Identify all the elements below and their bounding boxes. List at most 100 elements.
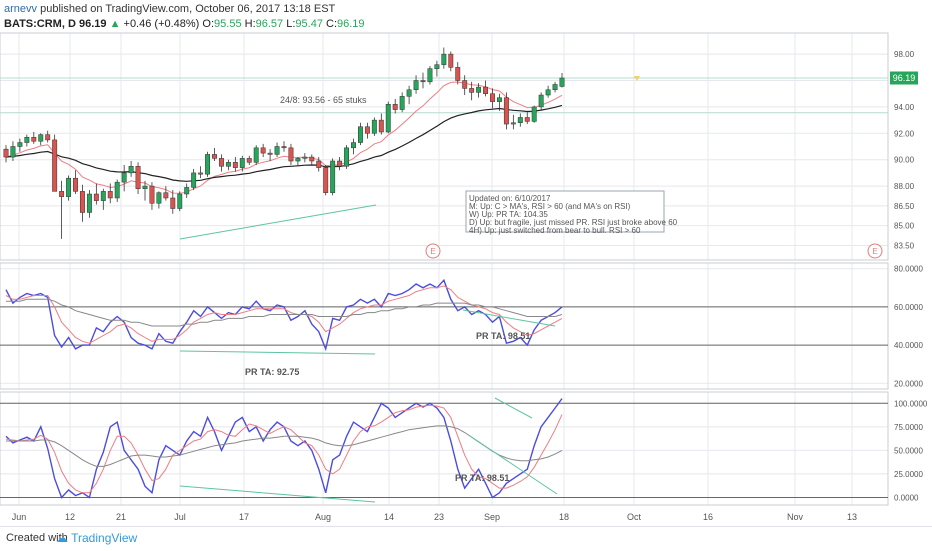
candle-body bbox=[476, 86, 482, 93]
info-line: D) Up: but fragile, just missed PR. RSI … bbox=[469, 218, 678, 227]
candle-body bbox=[100, 191, 106, 201]
info-line: M: Up: C > MA's, RSI > 60 (and MA's on R… bbox=[469, 202, 631, 211]
published-text: published on TradingView.com, October 06… bbox=[40, 3, 336, 15]
price-badge-box bbox=[890, 71, 918, 85]
candle-body bbox=[246, 158, 252, 163]
candle-body bbox=[503, 97, 509, 125]
last-price: 96.19 bbox=[78, 18, 107, 30]
candle-body bbox=[344, 147, 350, 167]
candle-body bbox=[399, 96, 405, 110]
x-tick-label: Jul bbox=[174, 512, 186, 522]
candle-body bbox=[253, 147, 259, 163]
candle-body bbox=[31, 137, 37, 142]
candle-body bbox=[121, 172, 127, 183]
pr-target-label: PR TA: 98.51 bbox=[455, 473, 509, 483]
close-value: 96.19 bbox=[337, 18, 365, 30]
candle-body bbox=[531, 106, 537, 122]
series-line bbox=[6, 298, 563, 327]
x-tick-label: Oct bbox=[627, 512, 642, 522]
x-tick-label: 17 bbox=[239, 512, 249, 522]
candle-body bbox=[198, 172, 204, 175]
candle-body bbox=[378, 119, 384, 133]
y-tick-label: 50.0000 bbox=[894, 446, 923, 455]
candle-body bbox=[10, 146, 16, 158]
candle-body bbox=[490, 93, 495, 102]
y-tick-label: 85.00 bbox=[894, 222, 915, 231]
trend-line bbox=[469, 435, 558, 495]
grid-lines bbox=[0, 33, 888, 505]
candle-body bbox=[281, 146, 287, 149]
x-tick-label: 14 bbox=[384, 512, 394, 522]
brand-name: TradingView bbox=[71, 531, 138, 545]
earnings-marker-icon[interactable] bbox=[425, 243, 441, 259]
candle-body bbox=[225, 162, 231, 167]
y-tick-label: 90.00 bbox=[894, 156, 915, 165]
close-label: C: bbox=[326, 18, 338, 30]
price-pane[interactable]: 98.0096.0094.0092.0090.0088.0086.5085.00… bbox=[0, 47, 915, 251]
candle-body bbox=[73, 177, 78, 192]
earnings-label: E bbox=[430, 247, 435, 256]
candle-body bbox=[309, 156, 315, 162]
candle-body bbox=[358, 126, 363, 143]
candle-body bbox=[93, 193, 99, 201]
rsi-pane[interactable]: 80.0000 60.0000 40.0000 20.0000 bbox=[0, 265, 923, 389]
candle-body bbox=[170, 197, 176, 209]
x-tick-label: 21 bbox=[116, 512, 126, 522]
y-tick-label: 25.0000 bbox=[894, 470, 923, 479]
y-tick-label: 88.00 bbox=[894, 182, 915, 191]
candle-body bbox=[142, 185, 148, 189]
x-tick-label: 16 bbox=[703, 512, 713, 522]
chart-canvas[interactable]: 98.0096.0094.0092.0090.0088.0086.5085.00… bbox=[0, 0, 932, 526]
x-tick-label: 23 bbox=[434, 512, 444, 522]
y-tick-label: 75.0000 bbox=[894, 423, 923, 432]
candle-body bbox=[24, 137, 30, 143]
series-line bbox=[5, 278, 563, 352]
created-with-text: Created with bbox=[6, 532, 68, 544]
candle-body bbox=[52, 139, 58, 192]
footer: Created with ☁ TradingView bbox=[0, 526, 932, 551]
candle-body bbox=[455, 67, 461, 81]
candle-body bbox=[212, 154, 217, 159]
trend-line bbox=[462, 309, 556, 327]
candle-body bbox=[80, 191, 85, 213]
candle-body bbox=[302, 156, 308, 159]
candle-body bbox=[462, 80, 468, 89]
candle-body bbox=[288, 147, 294, 162]
candle-body bbox=[163, 192, 169, 199]
trend-line bbox=[179, 350, 376, 355]
candle-body bbox=[427, 68, 433, 83]
x-tick-label: Jun bbox=[12, 512, 27, 522]
y-tick-label: 98.00 bbox=[894, 50, 915, 59]
candle-body bbox=[156, 192, 162, 204]
candle-body bbox=[274, 146, 280, 155]
earnings-marker-icon[interactable] bbox=[867, 243, 883, 259]
tradingview-logo[interactable]: ☁ TradingView bbox=[56, 531, 137, 545]
candle-body bbox=[330, 160, 336, 193]
ema-fast-line bbox=[5, 81, 563, 194]
candle-body bbox=[239, 158, 245, 168]
candle-body bbox=[559, 77, 565, 87]
series-line bbox=[5, 404, 563, 494]
candle-body bbox=[17, 142, 23, 147]
candle-body bbox=[205, 154, 211, 175]
x-tick-label: Nov bbox=[787, 512, 804, 522]
candle-body bbox=[86, 193, 92, 213]
candle-body bbox=[191, 172, 197, 188]
symbol-label[interactable]: BATS:CRM, D bbox=[4, 18, 76, 30]
open-value: 95.55 bbox=[214, 18, 242, 30]
price-badge-text: 96.19 bbox=[893, 73, 916, 83]
y-tick-label: 20.0000 bbox=[894, 379, 923, 388]
pr-target-label: PR TA: 98.51 bbox=[476, 331, 530, 341]
candle-body bbox=[184, 187, 190, 195]
low-label: L: bbox=[286, 18, 296, 30]
candle-body bbox=[483, 86, 489, 94]
candle-body bbox=[232, 162, 238, 168]
candle-body bbox=[497, 97, 502, 102]
stochastic-pane[interactable]: 100.0000 75.0000 50.0000 25.0000 0.0000 bbox=[0, 397, 928, 503]
info-box bbox=[465, 190, 665, 233]
date-axis[interactable]: Jun 12 21 Jul 17 Aug 14 23 Sep 18 Oct 16 Nov 13 bbox=[12, 512, 857, 522]
trend-line bbox=[179, 204, 377, 240]
candle-body bbox=[38, 134, 44, 142]
candle-body bbox=[441, 53, 447, 65]
author-link[interactable]: arnevv bbox=[4, 3, 38, 15]
